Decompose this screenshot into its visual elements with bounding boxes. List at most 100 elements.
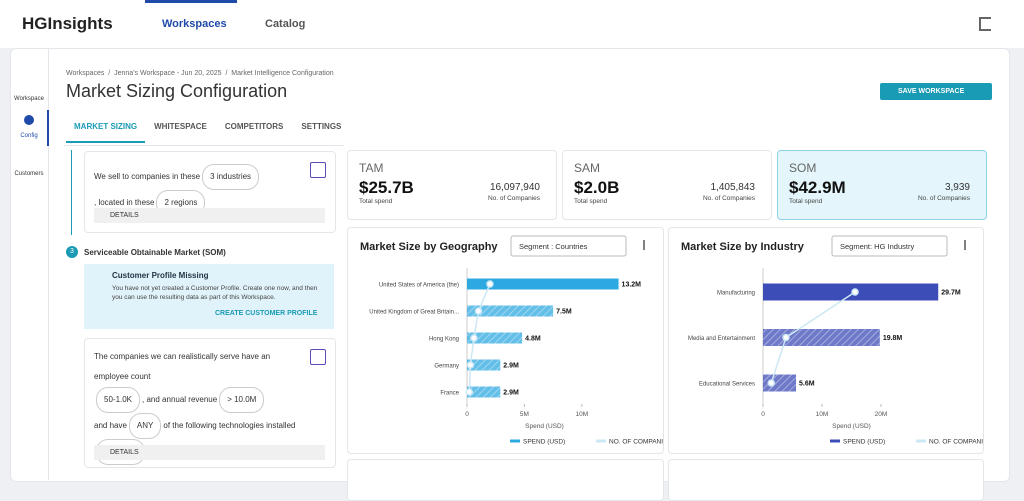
sidebar-item[interactable]: Customers bbox=[14, 171, 44, 177]
details-toggle[interactable]: DETAILS bbox=[94, 445, 325, 460]
data-label: 7.5M bbox=[556, 309, 572, 316]
crumb[interactable]: Workspaces bbox=[66, 70, 105, 77]
chip[interactable]: 3 industries bbox=[202, 164, 260, 190]
alert: Customer Profile Missing You have not ye… bbox=[84, 264, 334, 329]
step-number: 3 bbox=[66, 246, 78, 258]
metric-sub: Total spend bbox=[789, 198, 823, 205]
metric-count-label: No. of Companies bbox=[487, 195, 540, 202]
save-button[interactable]: SAVE WORKSPACE bbox=[880, 83, 992, 100]
tabs: MARKET SIZING WHITESPACE COMPETITORS SET… bbox=[66, 122, 350, 143]
breadcrumb: Workspaces / Jenna's Workspace - Jun 20,… bbox=[66, 70, 334, 77]
metric-count: 3,939 bbox=[944, 182, 970, 193]
data-label: 4.8M bbox=[525, 336, 541, 343]
y-tick-label: Educational Services bbox=[699, 382, 755, 388]
metric-label: SOM bbox=[789, 161, 817, 175]
segment-dropdown bbox=[510, 235, 627, 257]
data-label: 13.2M bbox=[622, 282, 642, 289]
chart-title: Market Size by Industry bbox=[681, 241, 805, 253]
companies-point bbox=[466, 361, 475, 369]
chip[interactable]: ANY bbox=[128, 413, 162, 439]
legend-label: NO. OF COMPANIES bbox=[609, 439, 663, 446]
metric-card: TAM $25.7B Total spend 16,097,940 No. of… bbox=[347, 150, 557, 220]
crumb[interactable]: Jenna's Workspace - Jun 20, 2025 bbox=[114, 70, 222, 77]
nav-indicator bbox=[145, 0, 237, 3]
metric-card: SOM $42.9M Total spend 3,939 No. of Comp… bbox=[777, 150, 987, 220]
metric-count-label: No. of Companies bbox=[917, 195, 970, 202]
sam-card: We sell to companies in these 3 industrie… bbox=[84, 151, 336, 233]
alert-title: Customer Profile Missing bbox=[112, 271, 209, 280]
companies-point bbox=[851, 288, 859, 296]
y-tick-label: Hong Kong bbox=[429, 337, 459, 343]
logo[interactable]: HGInsights bbox=[22, 14, 113, 33]
sidebar: Workspace Config Customers bbox=[10, 48, 49, 480]
sidebar-item[interactable]: Config bbox=[20, 133, 38, 139]
alert-body: You have not yet created a Customer Prof… bbox=[112, 285, 318, 301]
bar bbox=[763, 374, 797, 392]
companies-point bbox=[486, 280, 494, 288]
x-tick-label: 10M bbox=[816, 411, 829, 418]
metric-card: SAM $2.0B Total spend 1,405,843 No. of C… bbox=[562, 150, 772, 220]
tab[interactable]: WHITESPACE bbox=[154, 122, 207, 131]
chart: Market Size by Industry Segment: HG Indus… bbox=[681, 235, 992, 446]
y-tick-label: France bbox=[440, 391, 459, 397]
x-axis-label: Spend (USD) bbox=[832, 423, 871, 430]
segment-dropdown bbox=[831, 235, 948, 257]
bar bbox=[467, 305, 554, 317]
sam-text: We sell to companies in these 3 industrie… bbox=[94, 164, 314, 216]
companies-point bbox=[465, 388, 474, 396]
tab[interactable]: SETTINGS bbox=[301, 122, 342, 131]
bar bbox=[467, 386, 501, 398]
alert-link[interactable]: CREATE CUSTOMER PROFILE bbox=[215, 310, 318, 317]
geo-chart-card: Market Size by Geography Segment : Countr… bbox=[347, 227, 672, 454]
legend-label: SPEND (USD) bbox=[843, 439, 885, 446]
chip[interactable]: > 10.0M bbox=[219, 387, 265, 413]
data-label: 2.9M bbox=[503, 390, 519, 397]
metric-count: 1,405,843 bbox=[710, 182, 756, 193]
ai-button[interactable] bbox=[310, 162, 326, 178]
x-tick-label: 10M bbox=[575, 411, 588, 418]
x-tick-label: 20M bbox=[875, 411, 888, 418]
nav-item[interactable]: Catalog bbox=[265, 18, 306, 30]
y-tick-label: Media and Entertainment bbox=[688, 336, 755, 342]
data-label: 2.9M bbox=[503, 363, 519, 370]
logout-icon[interactable] bbox=[979, 17, 991, 31]
x-tick-label: 0 bbox=[761, 411, 765, 418]
companies-point bbox=[470, 334, 478, 342]
companies-point bbox=[474, 307, 483, 315]
card-partial bbox=[668, 459, 984, 501]
tab[interactable]: MARKET SIZING bbox=[66, 122, 146, 143]
step-label: Serviceable Obtainable Market (SOM) bbox=[84, 248, 226, 257]
segment-dropdown-label[interactable]: Segment: HG Industry bbox=[840, 242, 914, 251]
segment-dropdown-label[interactable]: Segment : Countries bbox=[519, 242, 588, 251]
page-title: Market Sizing Configuration bbox=[66, 81, 288, 101]
companies-point bbox=[782, 333, 790, 342]
crumb: Market Intelligence Configuration bbox=[231, 70, 334, 77]
card-partial bbox=[347, 459, 664, 501]
bar bbox=[467, 359, 501, 371]
nav-item[interactable]: Workspaces bbox=[162, 18, 227, 30]
chip[interactable]: 50-1.0K bbox=[96, 387, 141, 413]
details-toggle[interactable]: DETAILS bbox=[94, 208, 325, 223]
tab[interactable]: COMPETITORS bbox=[224, 122, 284, 131]
metric-value: $25.7B bbox=[359, 178, 414, 197]
data-label: 29.7M bbox=[941, 290, 961, 297]
ai-button[interactable] bbox=[310, 349, 326, 365]
metric-count: 16,097,940 bbox=[489, 182, 540, 193]
sidebar-item[interactable]: Workspace bbox=[14, 96, 44, 102]
header: HGInsights Workspaces Catalog bbox=[0, 0, 1024, 48]
metric-value: $42.9M bbox=[789, 178, 846, 197]
data-label: 19.8M bbox=[883, 335, 903, 342]
metric-sub: Total spend bbox=[359, 198, 393, 205]
x-axis-label: Spend (USD) bbox=[525, 423, 564, 430]
chart-title: Market Size by Geography bbox=[360, 241, 498, 253]
x-tick-label: 0 bbox=[465, 411, 469, 418]
x-tick-label: 5M bbox=[520, 411, 529, 418]
metric-value: $2.0B bbox=[574, 178, 620, 197]
data-label: 5.6M bbox=[799, 381, 815, 388]
y-tick-label: United States of America (the) bbox=[379, 283, 459, 289]
bar bbox=[467, 332, 523, 344]
legend-label: SPEND (USD) bbox=[523, 439, 565, 446]
bar bbox=[467, 278, 619, 290]
y-tick-label: Germany bbox=[434, 364, 459, 370]
